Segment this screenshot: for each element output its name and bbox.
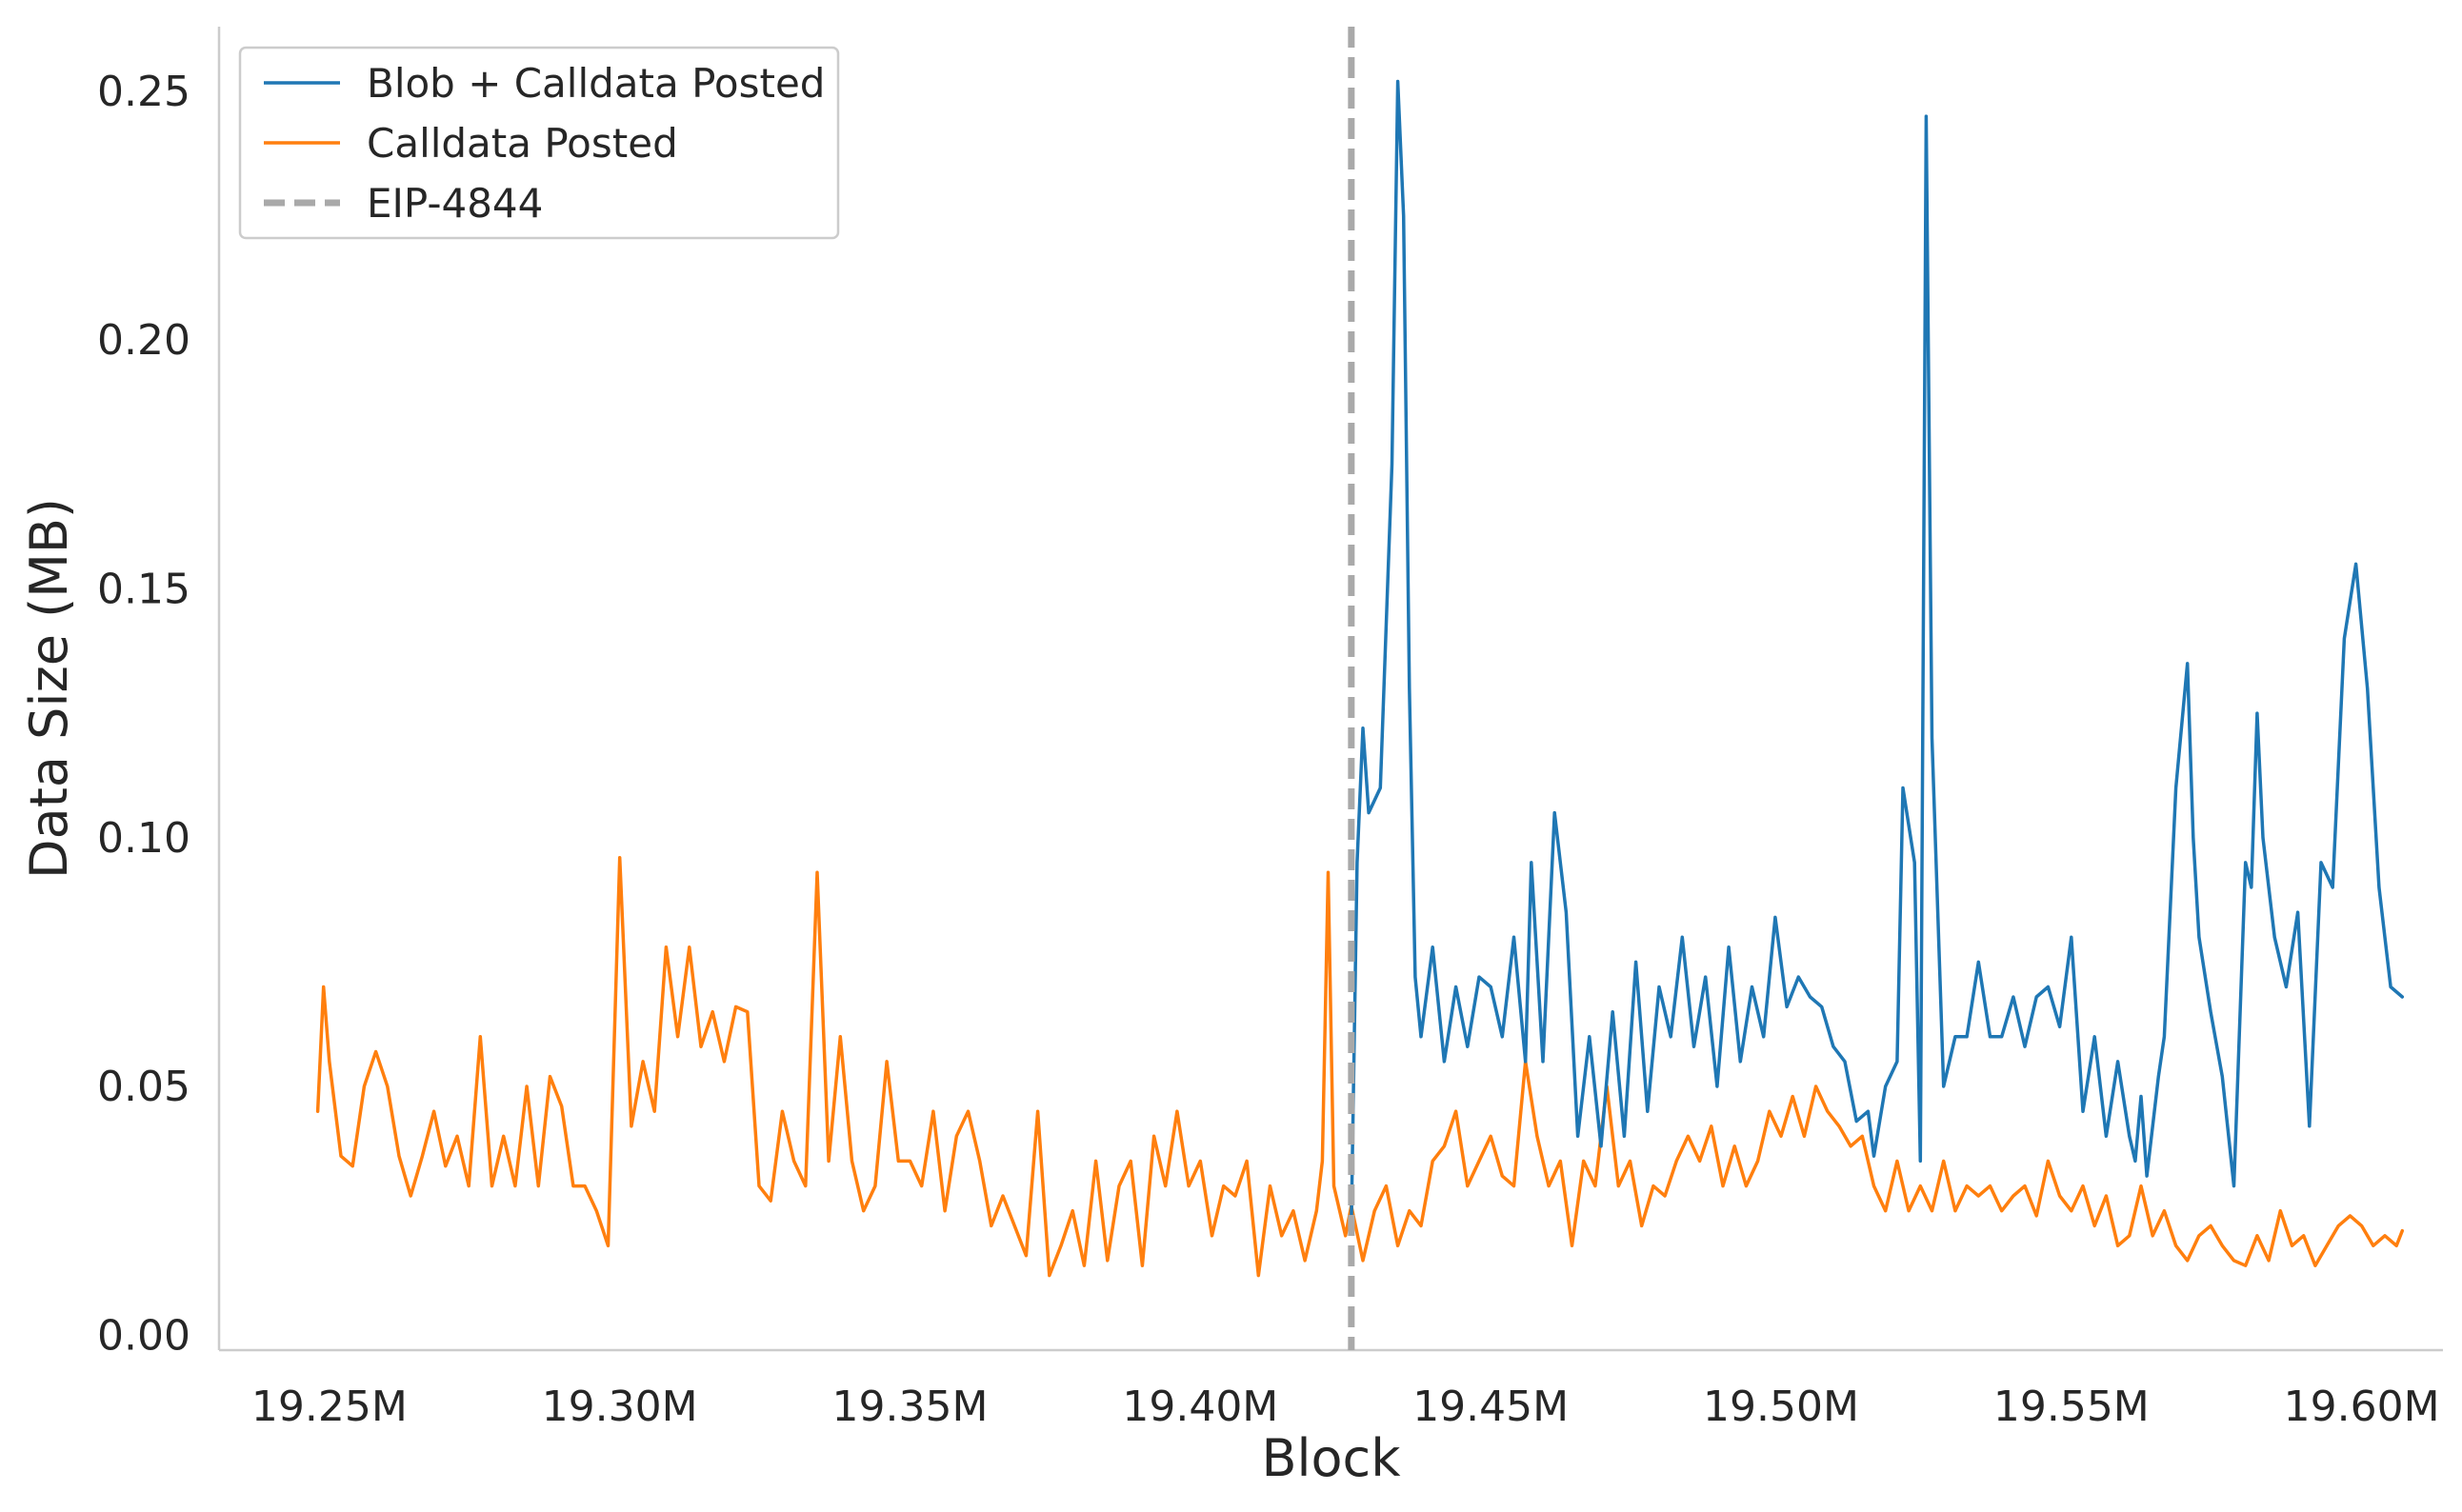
tick-labels: 19.25M 19.30M 19.35M 19.40M 19.45M 19.50M 19.5… xyxy=(97,68,2440,1431)
legend-label-blob-calldata: Blob + Calldata Posted xyxy=(367,60,825,107)
y-tick-label: 0.10 xyxy=(97,814,190,863)
y-tick-label: 0.15 xyxy=(97,565,190,613)
axes xyxy=(217,27,2443,1352)
x-tick-label: 19.25M xyxy=(251,1383,408,1431)
legend-label-calldata: Calldata Posted xyxy=(367,120,678,167)
x-tick-label: 19.35M xyxy=(832,1383,989,1431)
x-tick-label: 19.45M xyxy=(1412,1383,1569,1431)
series-line-0 xyxy=(1350,79,2405,1228)
x-tick-label: 19.30M xyxy=(542,1383,698,1431)
legend-label-eip-4844: EIP-4844 xyxy=(367,180,543,227)
y-tick-label: 0.00 xyxy=(97,1311,190,1360)
y-axis-title: Data Size (MB) xyxy=(19,498,79,879)
legend-box xyxy=(238,46,840,240)
plot-area xyxy=(315,79,2405,1278)
x-tick-label: 19.60M xyxy=(2284,1383,2440,1431)
y-tick-label: 0.05 xyxy=(97,1063,190,1111)
x-axis-title: Block xyxy=(1261,1428,1401,1488)
y-tick-label: 0.20 xyxy=(97,316,190,365)
x-tick-label: 19.40M xyxy=(1122,1383,1278,1431)
x-tick-label: 19.55M xyxy=(1993,1383,2150,1431)
x-tick-label: 19.50M xyxy=(1703,1383,1859,1431)
legend: Blob + Calldata Posted Calldata Posted E… xyxy=(238,46,840,240)
y-tick-label: 0.25 xyxy=(97,68,190,116)
